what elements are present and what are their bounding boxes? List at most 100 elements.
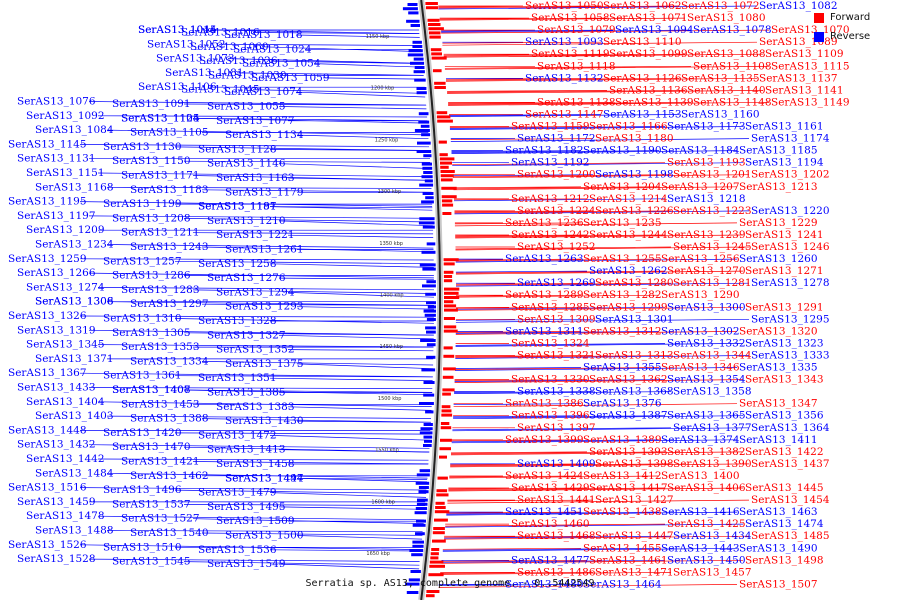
reverse-leader-line — [174, 146, 430, 151]
reverse-feature-label: SerAS13_1451 — [505, 506, 584, 518]
reverse-feature-arrow — [419, 263, 436, 267]
reverse-feature-arrow — [405, 582, 420, 586]
reverse-leader-line — [455, 355, 750, 359]
reverse-feature-label: SerAS13_1361 — [103, 370, 182, 382]
reverse-feature-label: SerAS13_1407 — [112, 384, 191, 396]
reverse-feature-labels: SerAS13_1015SerAS13_1016SerAS13_1018SerA… — [8, 24, 330, 570]
forward-leader-line — [451, 439, 582, 442]
reverse-feature-arrow — [417, 498, 428, 502]
reverse-feature-label: SerAS13_1172 — [517, 133, 596, 145]
forward-feature-label: SerAS13_1285 — [511, 301, 590, 313]
reverse-feature-arrow — [420, 427, 433, 431]
reverse-feature-label: SerAS13_1074 — [224, 86, 303, 98]
forward-feature-labels: SerAS13_1050 SerAS13_1062 SerAS13_1072 SerA… — [505, 0, 850, 590]
forward-leader-line — [447, 499, 594, 502]
reverse-feature-arrow — [408, 578, 420, 582]
forward-feature-arrow — [425, 2, 438, 5]
reverse-leader-line — [438, 5, 758, 10]
forward-feature-arrow — [436, 493, 449, 497]
reverse-feature-arrow — [422, 192, 434, 195]
forward-leader-line — [445, 77, 602, 80]
reverse-feature-label: SerAS13_1338 — [517, 386, 596, 398]
reverse-leader-line — [296, 306, 435, 310]
forward-feature-arrow — [443, 354, 455, 358]
forward-feature-label: SerAS13_1406 — [667, 482, 746, 494]
reverse-feature-label: SerAS13_1173 — [667, 121, 746, 133]
reverse-feature-arrow — [421, 250, 436, 254]
forward-feature-label: SerAS13_1246 — [751, 241, 830, 253]
forward-feature-arrow — [441, 405, 451, 409]
forward-feature-label: SerAS13_1271 — [745, 265, 824, 277]
forward-feature-label: SerAS13_1362 — [589, 374, 668, 386]
reverse-feature-label: SerAS13_1332 — [667, 337, 746, 349]
reverse-leader-line — [79, 315, 434, 318]
reverse-feature-label: SerAS13_1305 — [112, 327, 191, 339]
reverse-feature-label: SerAS13_1153 — [603, 109, 682, 121]
reverse-feature-label: SerAS13_1443 — [661, 542, 740, 554]
forward-feature-arrow — [443, 270, 454, 274]
reverse-leader-line — [296, 477, 428, 480]
forward-feature-label: SerAS13_1417 — [589, 482, 668, 494]
reverse-feature-label: SerAS13_1477 — [511, 554, 590, 566]
forward-leader-line — [438, 5, 680, 9]
reverse-feature-label: SerAS13_1044 — [138, 24, 217, 36]
reverse-feature-label: SerAS13_1495 — [207, 501, 286, 513]
forward-feature-arrow — [439, 153, 448, 157]
scale-tick-label: 1400 kbp — [380, 293, 404, 299]
forward-leader-line — [450, 451, 666, 455]
reverse-leader-line — [455, 318, 594, 321]
forward-feature-label: SerAS13_1346 — [661, 362, 740, 374]
reverse-feature-label: SerAS13_1413 — [207, 444, 286, 456]
reverse-feature-label: SerAS13_1297 — [130, 298, 209, 310]
forward-feature-arrow — [436, 115, 451, 119]
reverse-feature-arrow — [414, 511, 427, 515]
reverse-feature-label: SerAS13_1516 — [8, 482, 87, 494]
forward-feature-label: SerAS13_1140 — [687, 84, 766, 96]
forward-feature-label: SerAS13_1386 — [505, 398, 584, 410]
forward-feature-label: SerAS13_1135 — [681, 72, 760, 84]
forward-leader-line — [448, 102, 614, 104]
forward-feature-arrow — [440, 174, 454, 178]
forward-leader-line — [455, 258, 660, 262]
reverse-feature-label: SerAS13_1146 — [207, 158, 286, 170]
reverse-feature-label: SerAS13_1220 — [751, 205, 830, 217]
reverse-feature-label: SerAS13_1311 — [505, 325, 584, 337]
reverse-feature-label: SerAS13_1433 — [17, 382, 96, 394]
reverse-leader-line — [88, 101, 427, 106]
forward-feature-label: SerAS13_1108 — [693, 60, 772, 72]
forward-feature-arrow — [443, 279, 453, 283]
forward-feature-arrow — [444, 287, 460, 291]
forward-feature-label: SerAS13_1115 — [771, 60, 850, 72]
reverse-feature-arrow — [413, 70, 425, 74]
reverse-feature-arrow — [417, 141, 431, 145]
reverse-feature-label: SerAS13_1333 — [751, 350, 830, 362]
forward-feature-arrow — [443, 262, 455, 266]
reverse-feature-arrow — [425, 292, 436, 296]
forward-feature-arrow — [443, 329, 458, 333]
scale-ticks: 1150 kbp 1200 kbp 1250 kbp 1300 kbp 1350 kbp… — [366, 34, 404, 557]
forward-feature-label: SerAS13_1429 — [511, 482, 590, 494]
forward-feature-label: SerAS13_1207 — [661, 181, 740, 193]
forward-feature-arrow — [433, 527, 445, 530]
feature-arrows — [402, 2, 460, 598]
reverse-feature-label: SerAS13_1310 — [103, 313, 182, 325]
forward-feature-arrow — [440, 426, 452, 430]
forward-feature-label: SerAS13_1229 — [739, 217, 818, 229]
reverse-leader-line — [174, 489, 427, 495]
scale-tick-label: 1350 kbp — [379, 241, 403, 247]
forward-feature-arrow — [431, 548, 440, 551]
forward-feature-arrow — [440, 422, 450, 425]
forward-feature-arrow — [429, 564, 445, 568]
reverse-leader-line — [269, 435, 431, 441]
reverse-leader-line — [455, 306, 666, 310]
reverse-feature-arrow — [426, 242, 436, 246]
reverse-feature-label: SerAS13_1420 — [103, 427, 182, 439]
forward-feature-label: SerAS13_1320 — [739, 325, 818, 337]
forward-leader-line — [439, 17, 686, 21]
forward-leader-line — [445, 523, 666, 527]
reverse-leader-line — [452, 427, 750, 432]
forward-feature-label: SerAS13_1321 — [517, 350, 596, 362]
reverse-feature-label: SerAS13_1243 — [130, 241, 209, 253]
reverse-feature-label: SerAS13_1527 — [121, 513, 200, 525]
scale-tick-label: 1300 kbp — [378, 189, 402, 195]
